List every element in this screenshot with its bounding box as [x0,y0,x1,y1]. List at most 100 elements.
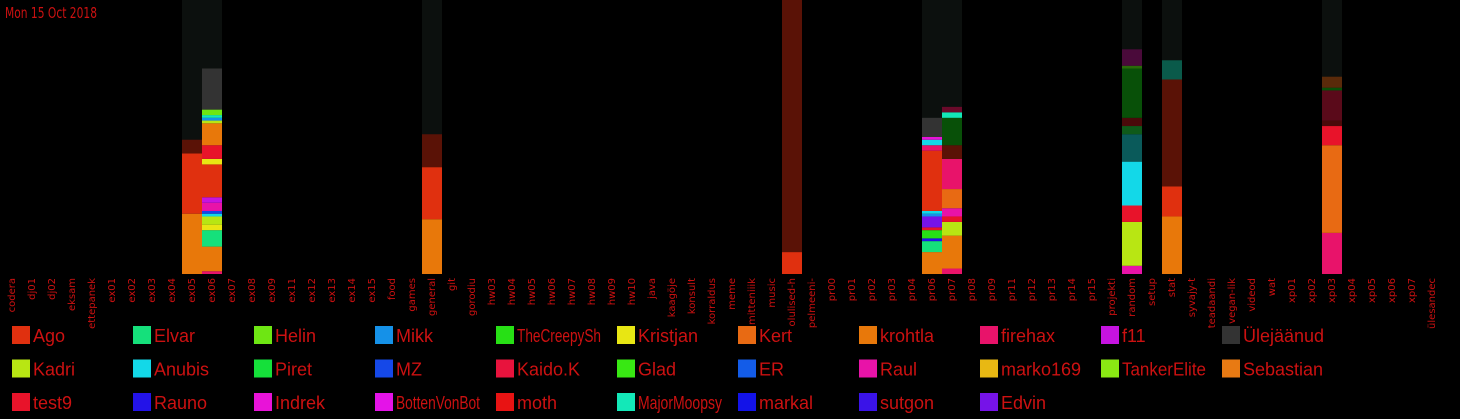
legend-label: sutgon [880,393,934,413]
category-label: eksam [67,278,78,311]
legend-swatch [980,359,998,378]
bar-segment-general-0 [422,219,442,274]
category-label: food [387,278,398,300]
bar-segment-xp03-2 [1322,126,1342,146]
category-label: pr03 [887,278,898,301]
bar-segment-random-5 [1122,126,1142,135]
category-label: kaagöje [667,278,678,317]
legend-swatch [496,359,514,378]
category-label: korraldus [707,278,718,324]
category-label: pr12 [1027,278,1038,301]
category-label: ex13 [327,278,338,303]
legend-label: Sebastian [1243,360,1323,380]
legend-swatch [254,326,272,344]
category-label: codera [7,278,18,312]
legend-label: TheCreepySh [517,326,601,346]
bar-segment-olulised-h-1 [782,0,802,253]
bar-segment-ex05-0 [182,213,202,274]
category-label: hw07 [567,278,578,305]
category-label: hw10 [627,278,638,305]
bar-segment-ex06-7 [202,202,222,211]
category-label: pr14 [1067,278,1078,301]
legend-swatch [1222,326,1240,344]
legend-label: Kristjan [638,326,698,346]
bar-segment-random-0 [1122,265,1142,274]
bar-segment-olulised-h-0 [782,252,802,274]
category-label: stat [1167,278,1178,297]
category-label: hw08 [587,278,598,305]
date-label: Mon 15 Oct 2018 [5,4,97,22]
legend-label: firehax [1001,326,1055,346]
category-label: xp03 [1327,278,1338,303]
bar-segment-pr06-0 [922,252,942,274]
legend-label: moth [517,393,557,413]
category-label: ex09 [267,278,278,303]
bar-segment-pr06-2 [922,238,942,242]
bar-segment-pr07-1 [942,235,962,269]
legend-swatch [12,359,30,378]
bar-segment-pr06-3 [922,230,942,239]
bar-segment-xp03-6 [1322,76,1342,88]
legend-label: Ülejäänud [1243,326,1324,346]
category-label: wat [1267,278,1278,296]
category-label: ex02 [127,278,138,303]
legend-swatch [375,326,393,344]
category-label: ex06 [207,278,218,303]
bar-segment-pr06-9 [922,145,942,151]
bar-segment-pr07-10 [942,106,962,113]
category-label: ex04 [167,278,178,303]
category-label: dj02 [47,278,58,300]
bar-segment-random-7 [1122,68,1142,118]
category-label: meme [727,278,738,310]
bar-segment-pr07-3 [942,216,962,222]
bar-segment-stat-3 [1162,60,1182,80]
bar-segment-pr07-5 [942,189,962,209]
bar-segment-pr06-5 [922,216,942,228]
category-label: mitteniiik [747,278,758,325]
category-label: ex12 [307,278,318,303]
legend-swatch [1101,326,1119,344]
bar-segment-xp03-4 [1322,90,1342,121]
category-label: projekti [1107,278,1118,316]
category-label: ex07 [227,278,238,303]
legend-swatch [12,326,30,344]
bar-segment-pr06-10 [922,139,942,146]
bar-segment-pr06-11 [922,137,942,140]
legend-label: Mikk [396,326,434,346]
category-label: xp07 [1407,278,1418,303]
bar-segment-xp03-1 [1322,145,1342,233]
legend-label: Kaido.K [517,360,580,380]
legend-label: Anubis [154,360,209,380]
bar-segment-stat-2 [1162,79,1182,187]
bar-segments [182,0,1342,274]
bar-segment-random-8 [1122,65,1142,69]
category-label: syvajy-t [1187,278,1198,317]
bar-segment-ex06-14 [202,117,222,121]
legend-label: MajorMoopsy [638,393,722,413]
category-label: pr04 [907,278,918,301]
legend-label: BottenVonBot [396,393,480,413]
legend-swatch [496,393,514,411]
bar-segment-ex06-1 [202,246,222,272]
bar-segment-ex06-12 [202,123,222,146]
category-label: git [447,278,458,291]
bar-segment-pr06-6 [922,213,942,217]
legend-swatch [738,326,756,344]
legend-label: Raul [880,360,917,380]
category-label: konsult [687,278,698,314]
bar-segment-ex06-11 [202,145,222,159]
category-label: hw05 [527,278,538,305]
bar-segment-random-1 [1122,221,1142,266]
legend-label: Elvar [154,326,195,346]
category-label: games [407,278,418,312]
category-label: vegan-lik [1227,278,1238,324]
legend-swatch [617,393,635,411]
bar-segment-pr07-0 [942,268,962,274]
category-label: videod [1247,278,1258,312]
bar-segment-pr06-8 [922,150,942,211]
category-label: hw04 [507,278,518,305]
category-label: pr00 [827,278,838,301]
bar-segment-ex06-8 [202,197,222,203]
category-label: ex01 [107,278,118,303]
legend-swatch [133,326,151,344]
